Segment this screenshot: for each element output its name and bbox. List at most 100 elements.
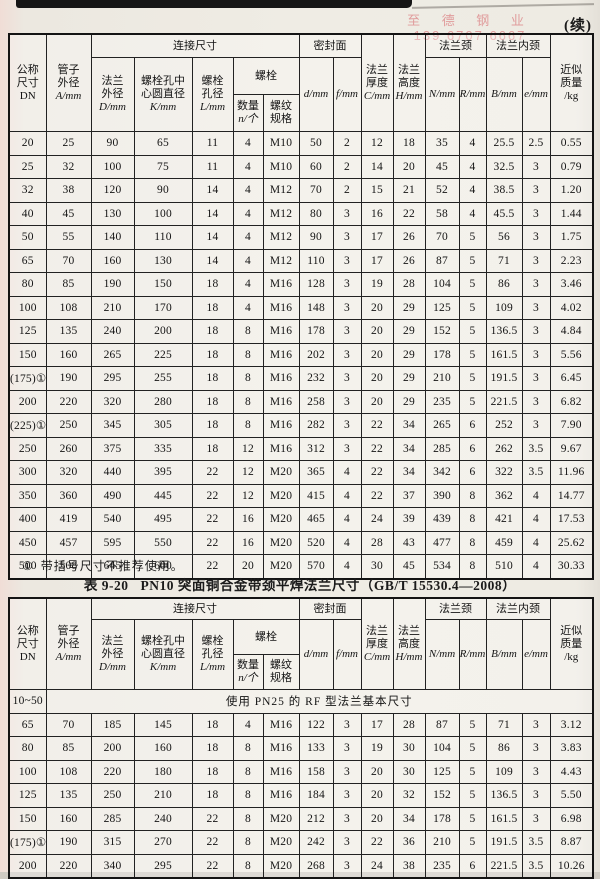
table-cell: 136.5 [485, 783, 523, 808]
table-cell: 312 [298, 436, 334, 461]
table-cell: 108 [45, 295, 92, 320]
table-cell: 3 [521, 248, 551, 273]
footnote-text: 带括号尺寸不推荐使用。 [40, 559, 184, 573]
table-cell: 28 [360, 530, 394, 555]
table-cell: 26 [392, 225, 426, 250]
col-header-neck-r: R/mm [458, 57, 487, 132]
table-cell: 18 [191, 366, 234, 391]
col-header-seal-f: f/mm [332, 57, 362, 132]
table-cell: 22 [392, 201, 426, 226]
table-cell: 508 [45, 554, 92, 579]
table-cell: 490 [90, 483, 135, 508]
table-cell: 1.20 [549, 178, 594, 203]
table-cell: 4 [232, 712, 264, 737]
table-cell: 18 [191, 736, 234, 761]
table-cell: 4 [332, 554, 362, 579]
table-cell: 185 [90, 712, 135, 737]
table-cell: 550 [133, 530, 193, 555]
table-cell: 235 [424, 853, 460, 879]
table-cell: 6 [458, 460, 487, 485]
table-cell: 39 [392, 507, 426, 532]
col-header-bolt-circle: 螺栓孔中 心圆直径 K/mm [133, 57, 193, 132]
table-cell: 18 [191, 436, 234, 461]
table-cell: 110 [298, 248, 334, 273]
table-cell: 70 [45, 248, 92, 273]
header-group-row: 公称 尺寸 DN 管子 外径 A/mm 连接尺寸 密封面 法兰 厚度 C/mm [8, 33, 594, 132]
table-cell: 28 [392, 272, 426, 297]
table-cell: 534 [424, 554, 460, 579]
table-cell: 160 [90, 248, 135, 273]
table-cell: 14.77 [549, 483, 594, 508]
table-cell: 60 [298, 154, 334, 179]
table-cell: M16 [262, 712, 300, 737]
table-cell: 50 [298, 131, 334, 156]
table-cell: 148 [298, 295, 334, 320]
table-cell: 45 [45, 201, 92, 226]
table-row: 100 108 210 170 18 4 M16 148 3 20 29 125 5 109 3 4.02 [8, 295, 594, 320]
table-cell: 3 [521, 178, 551, 203]
table-cell: 5 [458, 712, 487, 737]
table-cell: 32 [392, 783, 426, 808]
table-cell: 3 [332, 783, 362, 808]
table-cell: 30 [392, 736, 426, 761]
table-cell: 242 [298, 830, 334, 855]
table-cell: 14 [191, 225, 234, 250]
table-cell: 17 [360, 712, 394, 737]
table-cell: 20 [392, 154, 426, 179]
table-cell: 8 [232, 366, 264, 391]
table-cell: 29 [392, 342, 426, 367]
table-cell: 25.5 [485, 131, 523, 156]
table-row: 150 160 285 240 22 8 M20 212 3 20 34 178 5 161.5 3 6.98 [8, 806, 594, 831]
table-cell: 10.26 [549, 853, 594, 879]
table-cell: 439 [424, 507, 460, 532]
table-cell: 17 [360, 225, 394, 250]
table-cell: 17.53 [549, 507, 594, 532]
table-cell: 71 [485, 248, 523, 273]
table-cell: 3 [332, 436, 362, 461]
col-group-inner-neck: 法兰内颈 [485, 33, 551, 58]
table-cell: 3 [521, 201, 551, 226]
table-cell: 20 [8, 131, 47, 156]
col-header-inner-b: B/mm [485, 57, 523, 132]
table-cell: 16 [360, 201, 394, 226]
table-cell: 4 [232, 154, 264, 179]
table-cell: 29 [392, 389, 426, 414]
table-cell: 3 [332, 759, 362, 784]
table-cell: 18 [191, 319, 234, 344]
col-header-seal-d: d/mm [298, 619, 334, 690]
table-cell: 320 [45, 460, 92, 485]
table-cell: 12 [232, 483, 264, 508]
table-cell: 85 [45, 272, 92, 297]
table-row: 25 32 100 75 11 4 M10 60 2 14 20 45 4 32.5 3 0.79 [8, 154, 594, 179]
table-cell: 3 [521, 759, 551, 784]
table-cell: 362 [485, 483, 523, 508]
dn-range-cell: 10~50 [8, 689, 47, 714]
table-cell: 3 [521, 295, 551, 320]
table-cell: 130 [90, 201, 135, 226]
table-cell: 5 [458, 319, 487, 344]
table-cell: 18 [191, 389, 234, 414]
table-cell: 136.5 [485, 319, 523, 344]
table-cell: 128 [298, 272, 334, 297]
col-header-seal-f: f/mm [332, 619, 362, 690]
table-cell: 20 [360, 319, 394, 344]
table-cell: 221.5 [485, 853, 523, 879]
table-row: 80 85 200 160 18 8 M16 133 3 19 30 104 5 86 3 3.83 [8, 736, 594, 761]
table-cell: 22 [360, 436, 394, 461]
table-cell: 190 [45, 366, 92, 391]
table-cell: 3 [521, 225, 551, 250]
table-cell: 70 [424, 225, 460, 250]
table-cell: 5 [458, 806, 487, 831]
table-cell: 160 [133, 736, 193, 761]
table-cell: 160 [45, 806, 92, 831]
table-cell: 8 [458, 483, 487, 508]
table-cell: 135 [45, 319, 92, 344]
table-cell: 80 [8, 272, 47, 297]
table-cell: 262 [485, 436, 523, 461]
table-cell: 200 [8, 389, 47, 414]
table-cell: 495 [133, 507, 193, 532]
table-cell: 210 [133, 783, 193, 808]
table-cell: 170 [133, 295, 193, 320]
col-group-seal: 密封面 [298, 597, 362, 620]
table-cell: 465 [298, 507, 334, 532]
